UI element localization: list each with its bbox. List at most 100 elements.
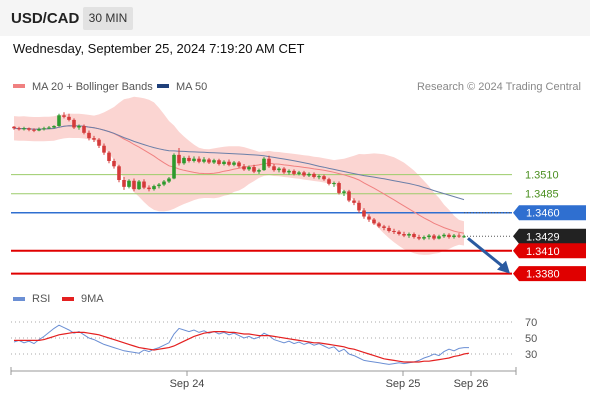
candle-body [152,186,156,190]
level-label-1.3485: 1.3485 [525,189,559,201]
candle-body [217,160,221,165]
candle-body [202,159,206,162]
rsi-tick-label: 50 [525,333,537,345]
x-tick-label: Sep 24 [170,378,205,390]
candle-body [447,234,451,238]
candle-body [157,184,161,187]
candle-body [82,125,86,133]
rsi-legend-label: 9MA [81,293,104,305]
candle-body [137,181,141,190]
candle-body [262,158,266,171]
candle-body [52,125,56,128]
candle-body [422,237,426,239]
candle-body [117,166,121,180]
credit-text: Research © 2024 Trading Central [417,81,581,93]
candle-body [222,161,226,165]
candle-body [127,180,131,187]
level-label-1.3410: 1.3410 [526,246,560,258]
candle-body [57,115,61,126]
candle-body [47,127,51,129]
legend-label: MA 50 [176,81,207,93]
candle-body [72,119,76,128]
candle-body [232,162,236,165]
level-tag-1.3429 [513,228,586,244]
candle-body [122,180,126,187]
candle-body [187,157,191,161]
level-tag-1.3410 [513,243,586,259]
rsi-tick-label: 30 [525,349,537,361]
candle-body [272,166,276,171]
level-tag-1.3380 [513,266,586,282]
candle-body [22,128,26,130]
bollinger-band-layer [14,96,464,255]
candle-body [457,235,461,237]
candle-body [352,200,356,203]
candle-body [167,178,171,182]
candle-body [27,128,31,130]
level-lines-layer [11,174,512,275]
candle-body [397,231,401,235]
candle-body [312,173,316,177]
candle-body [97,139,101,146]
level-label-1.3510: 1.3510 [525,170,559,182]
timeframe-badge[interactable]: 30 MIN [83,7,133,30]
candle-body [412,234,416,238]
candle-body [292,170,296,174]
candle-body [307,173,311,176]
candle-body [112,160,116,167]
candle-body [182,157,186,164]
rsi-ma-line [14,331,470,363]
candle-body [462,236,466,238]
candle-body [442,234,446,237]
candle-body [297,172,301,174]
legend-swatch [13,84,25,88]
candle-body [42,128,46,130]
candle-body [317,176,321,178]
rsi-tick-label: 70 [525,317,537,329]
candle-body [382,226,386,228]
candle-body [347,191,351,201]
legend-label: MA 20 + Bollinger Bands [32,81,153,93]
projection-layer [467,237,510,274]
candle-body [427,235,431,238]
candle-body [37,129,41,131]
candle-body [12,126,16,129]
instrument-title: USD/CAD [11,10,80,27]
x-axis: Sep 24 Sep 25 Sep 26 [10,367,517,390]
candles-layer [12,112,466,241]
rsi-line [13,324,469,365]
candle-body [212,160,216,163]
candle-body [17,128,21,130]
legend-layer: MA 20 + Bollinger Bands MA 50 Research © 2… [13,81,581,93]
rsi-panel: RSI 9MA 70 50 30 [11,293,537,365]
candle-body [197,158,201,162]
candle-body [332,183,336,185]
candle-body [392,230,396,232]
candle-body [107,152,111,161]
candle-body [67,116,71,120]
datetime-label: Wednesday, September 25, 2024 7:19:20 AM… [13,41,305,56]
candle-body [437,236,441,239]
candle-body [207,159,211,163]
candle-body [377,223,381,227]
candle-body [362,210,366,217]
header-bar: USD/CAD 30 MIN [0,0,590,36]
candle-body [277,168,281,171]
level-tag-1.3460 [513,205,586,221]
candle-body [372,219,376,224]
candle-body [77,125,81,128]
candle-body [327,179,331,184]
candle-body [402,234,406,236]
candle-body [252,167,256,172]
candle-body [342,191,346,193]
candle-body [162,181,166,185]
rsi-legend-label: RSI [32,293,50,305]
candle-body [357,202,361,211]
candle-body [237,162,241,167]
candle-body [247,167,251,170]
rsi-legend-swatch [13,297,25,301]
candle-body [282,168,286,173]
candle-body [62,115,66,117]
level-label-1.3380: 1.3380 [526,269,560,281]
